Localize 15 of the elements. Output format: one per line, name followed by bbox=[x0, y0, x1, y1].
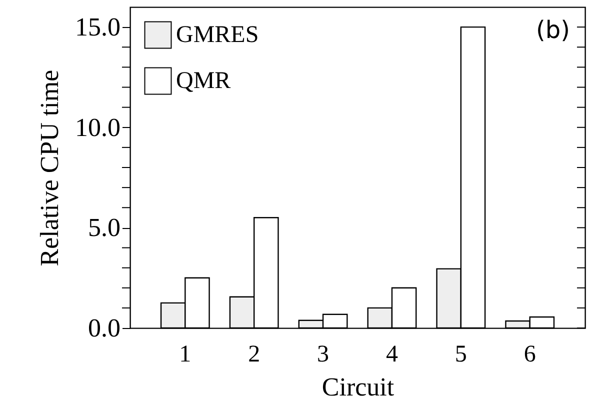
x-tick-label: 4 bbox=[386, 342, 398, 368]
annotation: (b) bbox=[536, 16, 570, 44]
x-tick-label: 6 bbox=[524, 342, 536, 368]
x-tick-label: 5 bbox=[454, 342, 467, 368]
y-tick-label: 15.0 bbox=[75, 12, 120, 42]
y-tick-label: 0.0 bbox=[88, 314, 120, 342]
x-tick-label: 2 bbox=[248, 342, 260, 368]
legend-label: GMRES bbox=[176, 22, 259, 48]
y-axis-title: Relative CPU time bbox=[35, 70, 64, 266]
x-axis-title: Circuit bbox=[322, 372, 395, 402]
y-tick-label: 5.0 bbox=[88, 213, 120, 242]
y-tick-label: 10.0 bbox=[75, 112, 120, 142]
x-tick-label: 1 bbox=[179, 342, 192, 368]
x-tick-label: 3 bbox=[317, 342, 330, 368]
legend-label: QMR bbox=[176, 68, 231, 94]
